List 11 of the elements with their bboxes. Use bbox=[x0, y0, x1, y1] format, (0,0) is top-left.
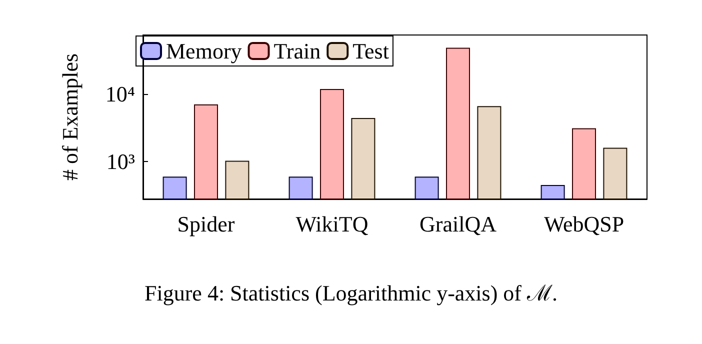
x-tick-label: Spider bbox=[177, 212, 236, 236]
legend-label: Train bbox=[274, 38, 321, 64]
y-axis-title: # of Examples bbox=[58, 53, 82, 181]
x-tick-label: GrailQA bbox=[420, 212, 497, 236]
x-tick-label: WikiTQ bbox=[296, 212, 368, 236]
caption: Figure 4: Statistics (Logarithmic y-axis) of ℳ. bbox=[144, 280, 558, 306]
x-tick-label: WebQSP bbox=[544, 212, 624, 236]
legend-label: Memory bbox=[166, 38, 242, 64]
y-tick-label: 10³ bbox=[106, 149, 136, 174]
y-tick-label: 10⁴ bbox=[105, 81, 136, 106]
legend-label: Test bbox=[352, 38, 389, 64]
